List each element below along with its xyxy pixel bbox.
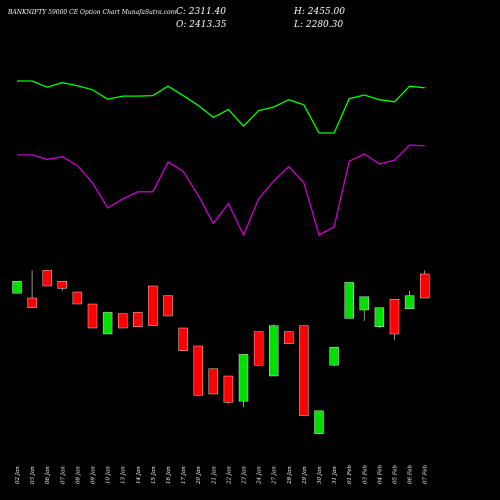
candle-body-21-jan (208, 368, 219, 395)
open-readout: O: 2413.35 (176, 20, 227, 30)
close-readout: C: 2311.40 (176, 7, 226, 17)
x-tick-label: 24 Jan (257, 466, 263, 485)
x-tick-label: 14 Jan (136, 466, 142, 484)
x-tick-label: 01 Feb (347, 464, 353, 484)
green-line-path (17, 80, 425, 134)
candle-body-02-jan (12, 281, 22, 294)
x-tick-label: 04 Feb (377, 464, 383, 484)
x-tick-label: 17 Jan (181, 466, 187, 484)
low-readout: L: 2280.30 (293, 20, 343, 30)
x-tick-label: 27 Jan (272, 466, 278, 485)
candle-body-14-jan (133, 312, 143, 327)
candle-body-22-jan (223, 375, 234, 403)
candle-body-20-jan (193, 345, 203, 396)
x-tick-label: 15 Jan (151, 466, 157, 484)
candle-body-06-feb (404, 295, 415, 310)
x-tick-label: 13 Jan (121, 466, 127, 484)
candle-body-04-feb (374, 307, 385, 328)
x-tick-label: 23 Jan (242, 466, 248, 485)
date-axis: 02 Jan 03 Jan 06 Jan 07 Jan 08 Jan 09 Jan 10 J… (15, 464, 429, 485)
x-tick-label: 07 Feb (423, 464, 429, 484)
high-readout: H: 2455.00 (293, 7, 345, 17)
candle-body-31-jan (329, 347, 339, 366)
candle-body-30-jan (314, 410, 324, 434)
x-tick-label: 03 Feb (362, 464, 368, 484)
x-tick-label: 31 Jan (332, 466, 338, 484)
x-tick-label: 06 Feb (408, 464, 414, 484)
candle-body-28-jan (284, 331, 294, 344)
x-tick-label: 16 Jan (166, 466, 172, 484)
x-tick-label: 07 Jan (60, 466, 66, 484)
x-tick-label: 08 Jan (75, 466, 81, 484)
candle-body-27-jan (269, 325, 279, 377)
candle-body-29-jan (299, 325, 309, 416)
x-tick-label: 30 Jan (317, 466, 323, 484)
candle-body-10-jan (102, 312, 113, 335)
candle-body-07-feb (420, 273, 430, 299)
candle-body-05-feb (389, 299, 400, 335)
candle-body-09-jan (87, 303, 98, 329)
candle-body-16-jan (163, 295, 173, 317)
x-tick-label: 05 Feb (393, 464, 399, 484)
candle-body-15-jan (148, 285, 158, 326)
chart-title: BANKNIFTY 59000 CE Option Chart MunafaSu… (7, 9, 177, 16)
x-tick-label: 03 Jan (30, 466, 36, 484)
candle-body-03-jan (27, 297, 37, 308)
candle-body-07-jan (57, 281, 67, 289)
candle-body-08-jan (72, 291, 83, 305)
x-tick-label: 28 Jan (287, 466, 293, 485)
candle-body-13-jan (117, 313, 128, 329)
candle-body-17-jan (178, 327, 188, 351)
magenta-indicator-line (17, 144, 425, 237)
x-tick-label: 20 Jan (196, 466, 202, 485)
candle-body-23-jan (238, 354, 249, 402)
x-tick-label: 21 Jan (211, 466, 217, 485)
x-tick-label: 06 Jan (45, 466, 51, 484)
x-tick-label: 10 Jan (106, 466, 112, 484)
x-tick-label: 02 Jan (15, 466, 21, 484)
candle-body-01-feb (344, 282, 354, 319)
x-tick-label: 22 Jan (226, 466, 232, 485)
candle-body-24-jan (253, 331, 264, 366)
x-tick-label: 29 Jan (302, 466, 308, 485)
magenta-line-path (17, 144, 425, 237)
candlestick-series (12, 270, 430, 434)
green-indicator-line (17, 80, 425, 134)
candle-body-06-jan (42, 270, 52, 287)
candle-body-03-feb (359, 296, 369, 311)
x-tick-label: 09 Jan (91, 466, 97, 484)
